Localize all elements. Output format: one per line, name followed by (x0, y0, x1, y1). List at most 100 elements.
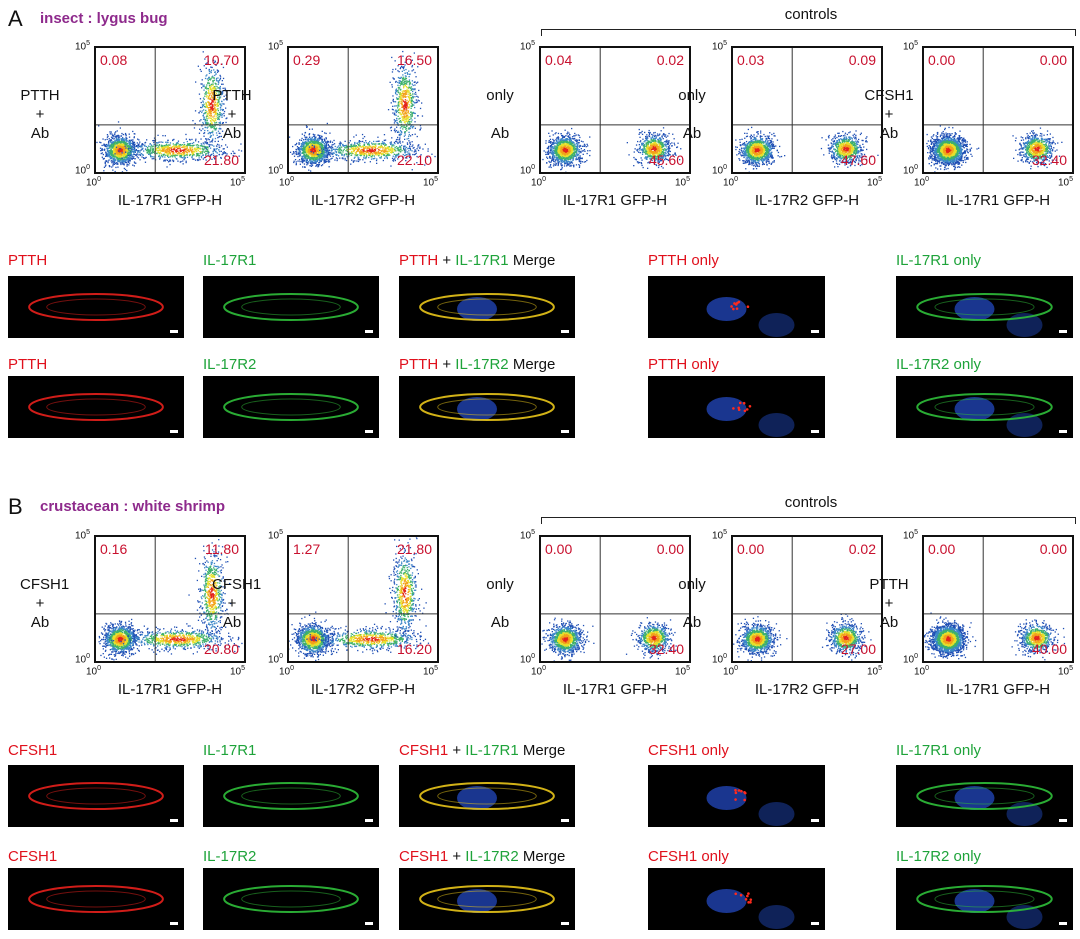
dot (399, 117, 401, 119)
dot (170, 154, 172, 156)
dot (550, 142, 552, 144)
dot (208, 98, 210, 100)
dot (400, 98, 402, 100)
dot (110, 150, 113, 152)
dot (390, 143, 393, 145)
dot (377, 143, 379, 145)
dot (385, 154, 387, 157)
dot (397, 149, 399, 152)
dot (317, 148, 320, 151)
dot (343, 154, 346, 156)
dot (205, 153, 207, 155)
dot (128, 159, 131, 162)
dot (107, 154, 109, 156)
dot (130, 157, 132, 159)
dot (110, 143, 113, 145)
dot (121, 149, 124, 151)
dot (123, 147, 125, 150)
dot (317, 140, 319, 143)
dot (587, 150, 589, 152)
dot (321, 153, 323, 156)
dot (296, 151, 298, 153)
dot (399, 87, 401, 89)
dot (212, 109, 214, 111)
dot (137, 151, 139, 153)
dot (219, 97, 221, 99)
dot (136, 142, 138, 144)
dot (289, 151, 292, 153)
dot (402, 119, 404, 121)
dot (200, 151, 202, 153)
dot (216, 143, 219, 145)
dot (306, 153, 308, 155)
dot (317, 159, 319, 161)
dot (209, 103, 212, 106)
dot (411, 150, 413, 152)
dot (318, 143, 320, 145)
dot (407, 106, 409, 108)
dot (123, 140, 126, 143)
dot (375, 143, 377, 145)
dot (374, 150, 377, 152)
dot (214, 98, 216, 100)
dot (215, 77, 218, 80)
dot (201, 111, 203, 114)
dot (398, 150, 400, 152)
dot (174, 144, 176, 146)
dot (116, 135, 118, 137)
dot (303, 160, 306, 162)
dot (179, 150, 181, 152)
dot (210, 125, 212, 127)
dot (371, 142, 373, 144)
dot (383, 134, 386, 136)
dot (179, 145, 181, 147)
tick-exponent: 5 (279, 40, 283, 47)
dot (185, 145, 187, 147)
dot (207, 60, 209, 62)
dot (304, 154, 306, 156)
dot (304, 132, 306, 134)
dot (326, 149, 328, 151)
dot (191, 142, 194, 145)
dot (162, 148, 164, 150)
dot (135, 149, 137, 151)
dot (195, 149, 198, 151)
dot (306, 162, 308, 164)
dot (147, 145, 150, 147)
dot (297, 147, 299, 150)
dot (341, 146, 343, 148)
dot (197, 65, 199, 67)
dot (308, 141, 310, 143)
dot (309, 165, 311, 167)
dot (383, 145, 386, 147)
dot (405, 105, 407, 107)
dot (122, 144, 125, 146)
dot (294, 144, 296, 146)
dot (189, 143, 191, 145)
dot (311, 137, 313, 139)
dot (343, 148, 345, 151)
dot (313, 145, 315, 147)
dot (408, 150, 410, 152)
dot (316, 144, 318, 146)
dot (191, 153, 193, 155)
dot (410, 88, 413, 91)
dot (404, 84, 406, 87)
dot (374, 143, 376, 145)
dot (112, 153, 114, 155)
dot (184, 152, 186, 154)
dot (354, 154, 356, 156)
dot (353, 150, 356, 152)
dot (112, 152, 114, 154)
dot (398, 118, 400, 120)
dot (366, 149, 368, 152)
dot (177, 145, 179, 148)
dot (402, 119, 404, 121)
dot (352, 149, 355, 151)
dot (125, 156, 127, 158)
dot (195, 138, 197, 140)
dot (140, 145, 142, 147)
dot (386, 150, 388, 152)
dot (220, 94, 223, 96)
dot (222, 109, 224, 112)
